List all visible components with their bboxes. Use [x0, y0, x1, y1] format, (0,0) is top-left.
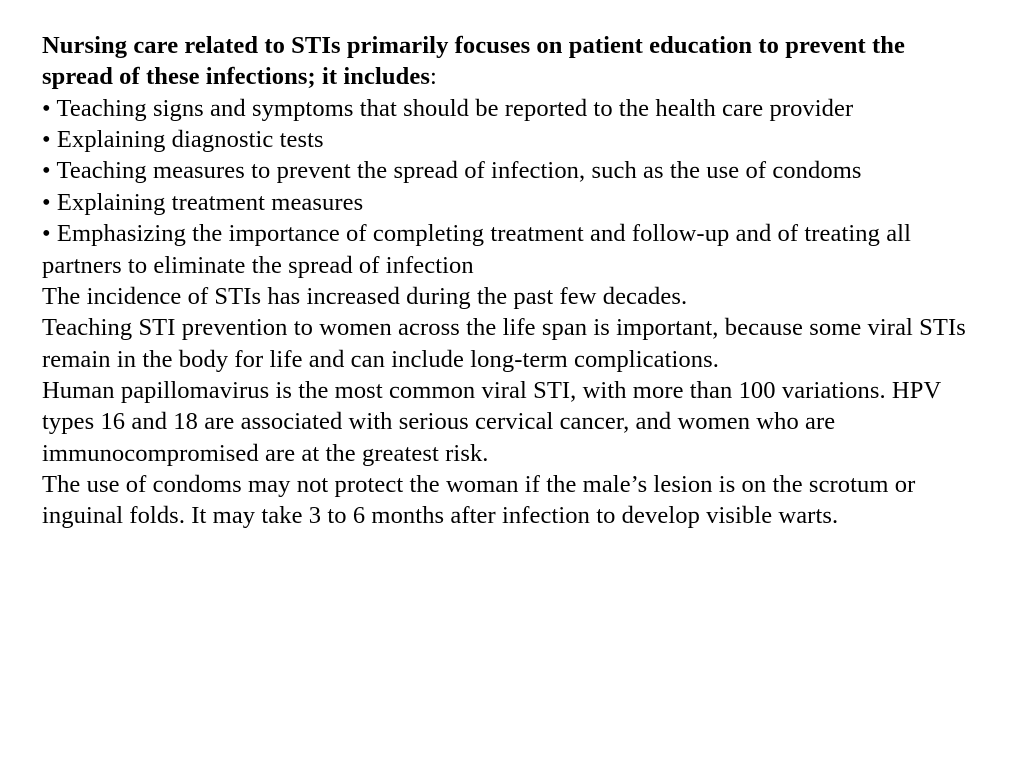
heading-text: Nursing care related to STIs primarily f… — [42, 32, 905, 90]
heading-colon: : — [430, 63, 437, 90]
bullet-char: • — [42, 126, 51, 153]
body-paragraph: The incidence of STIs has increased duri… — [42, 281, 982, 312]
body-paragraph: The use of condoms may not protect the w… — [42, 469, 982, 532]
body-paragraph: Human papillomavirus is the most common … — [42, 375, 982, 469]
bullet-item: • Explaining treatment measures — [42, 187, 982, 218]
bullet-char: • — [42, 189, 51, 216]
bullet-text: Teaching measures to prevent the spread … — [56, 157, 861, 184]
bullet-item: • Emphasizing the importance of completi… — [42, 218, 982, 281]
bullet-char: • — [42, 157, 51, 184]
bullet-text: Explaining treatment measures — [57, 189, 363, 216]
heading-line: Nursing care related to STIs primarily f… — [42, 30, 982, 93]
bullet-char: • — [42, 95, 51, 122]
bullet-text: Explaining diagnostic tests — [57, 126, 324, 153]
bullet-item: • Teaching measures to prevent the sprea… — [42, 155, 982, 186]
bullet-item: • Teaching signs and symptoms that shoul… — [42, 93, 982, 124]
bullet-char: • — [42, 220, 51, 247]
bullet-text: Teaching signs and symptoms that should … — [56, 95, 853, 122]
body-paragraph: Teaching STI prevention to women across … — [42, 312, 982, 375]
bullet-text: Emphasizing the importance of completing… — [42, 220, 911, 278]
document-page: Nursing care related to STIs primarily f… — [0, 0, 1024, 768]
bullet-item: • Explaining diagnostic tests — [42, 124, 982, 155]
